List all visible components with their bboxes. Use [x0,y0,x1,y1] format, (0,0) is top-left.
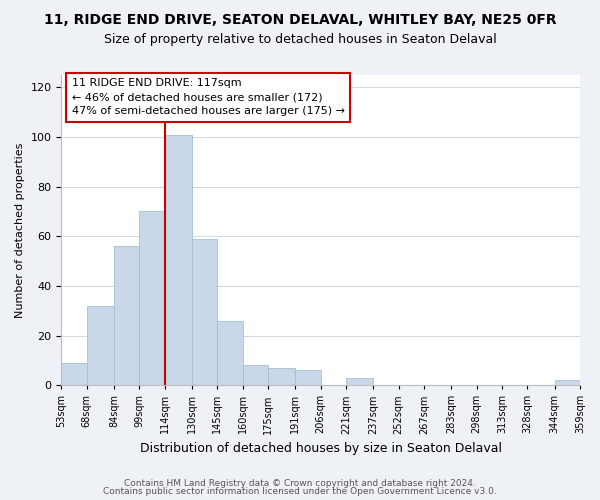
Y-axis label: Number of detached properties: Number of detached properties [15,142,25,318]
Bar [114,246,139,385]
Bar [268,368,295,385]
Text: Contains public sector information licensed under the Open Government Licence v3: Contains public sector information licen… [103,487,497,496]
Bar [139,212,165,385]
Text: 11, RIDGE END DRIVE, SEATON DELAVAL, WHITLEY BAY, NE25 0FR: 11, RIDGE END DRIVE, SEATON DELAVAL, WHI… [44,12,556,26]
Bar [61,363,87,385]
Text: 11 RIDGE END DRIVE: 117sqm
← 46% of detached houses are smaller (172)
47% of sem: 11 RIDGE END DRIVE: 117sqm ← 46% of deta… [72,78,345,116]
Bar [346,378,373,385]
Bar [192,239,217,385]
Bar [243,366,268,385]
Bar [165,134,192,385]
Bar [87,306,114,385]
Bar [217,320,243,385]
Text: Size of property relative to detached houses in Seaton Delaval: Size of property relative to detached ho… [104,32,496,46]
Bar [554,380,580,385]
X-axis label: Distribution of detached houses by size in Seaton Delaval: Distribution of detached houses by size … [140,442,502,455]
Text: Contains HM Land Registry data © Crown copyright and database right 2024.: Contains HM Land Registry data © Crown c… [124,478,476,488]
Bar [295,370,321,385]
